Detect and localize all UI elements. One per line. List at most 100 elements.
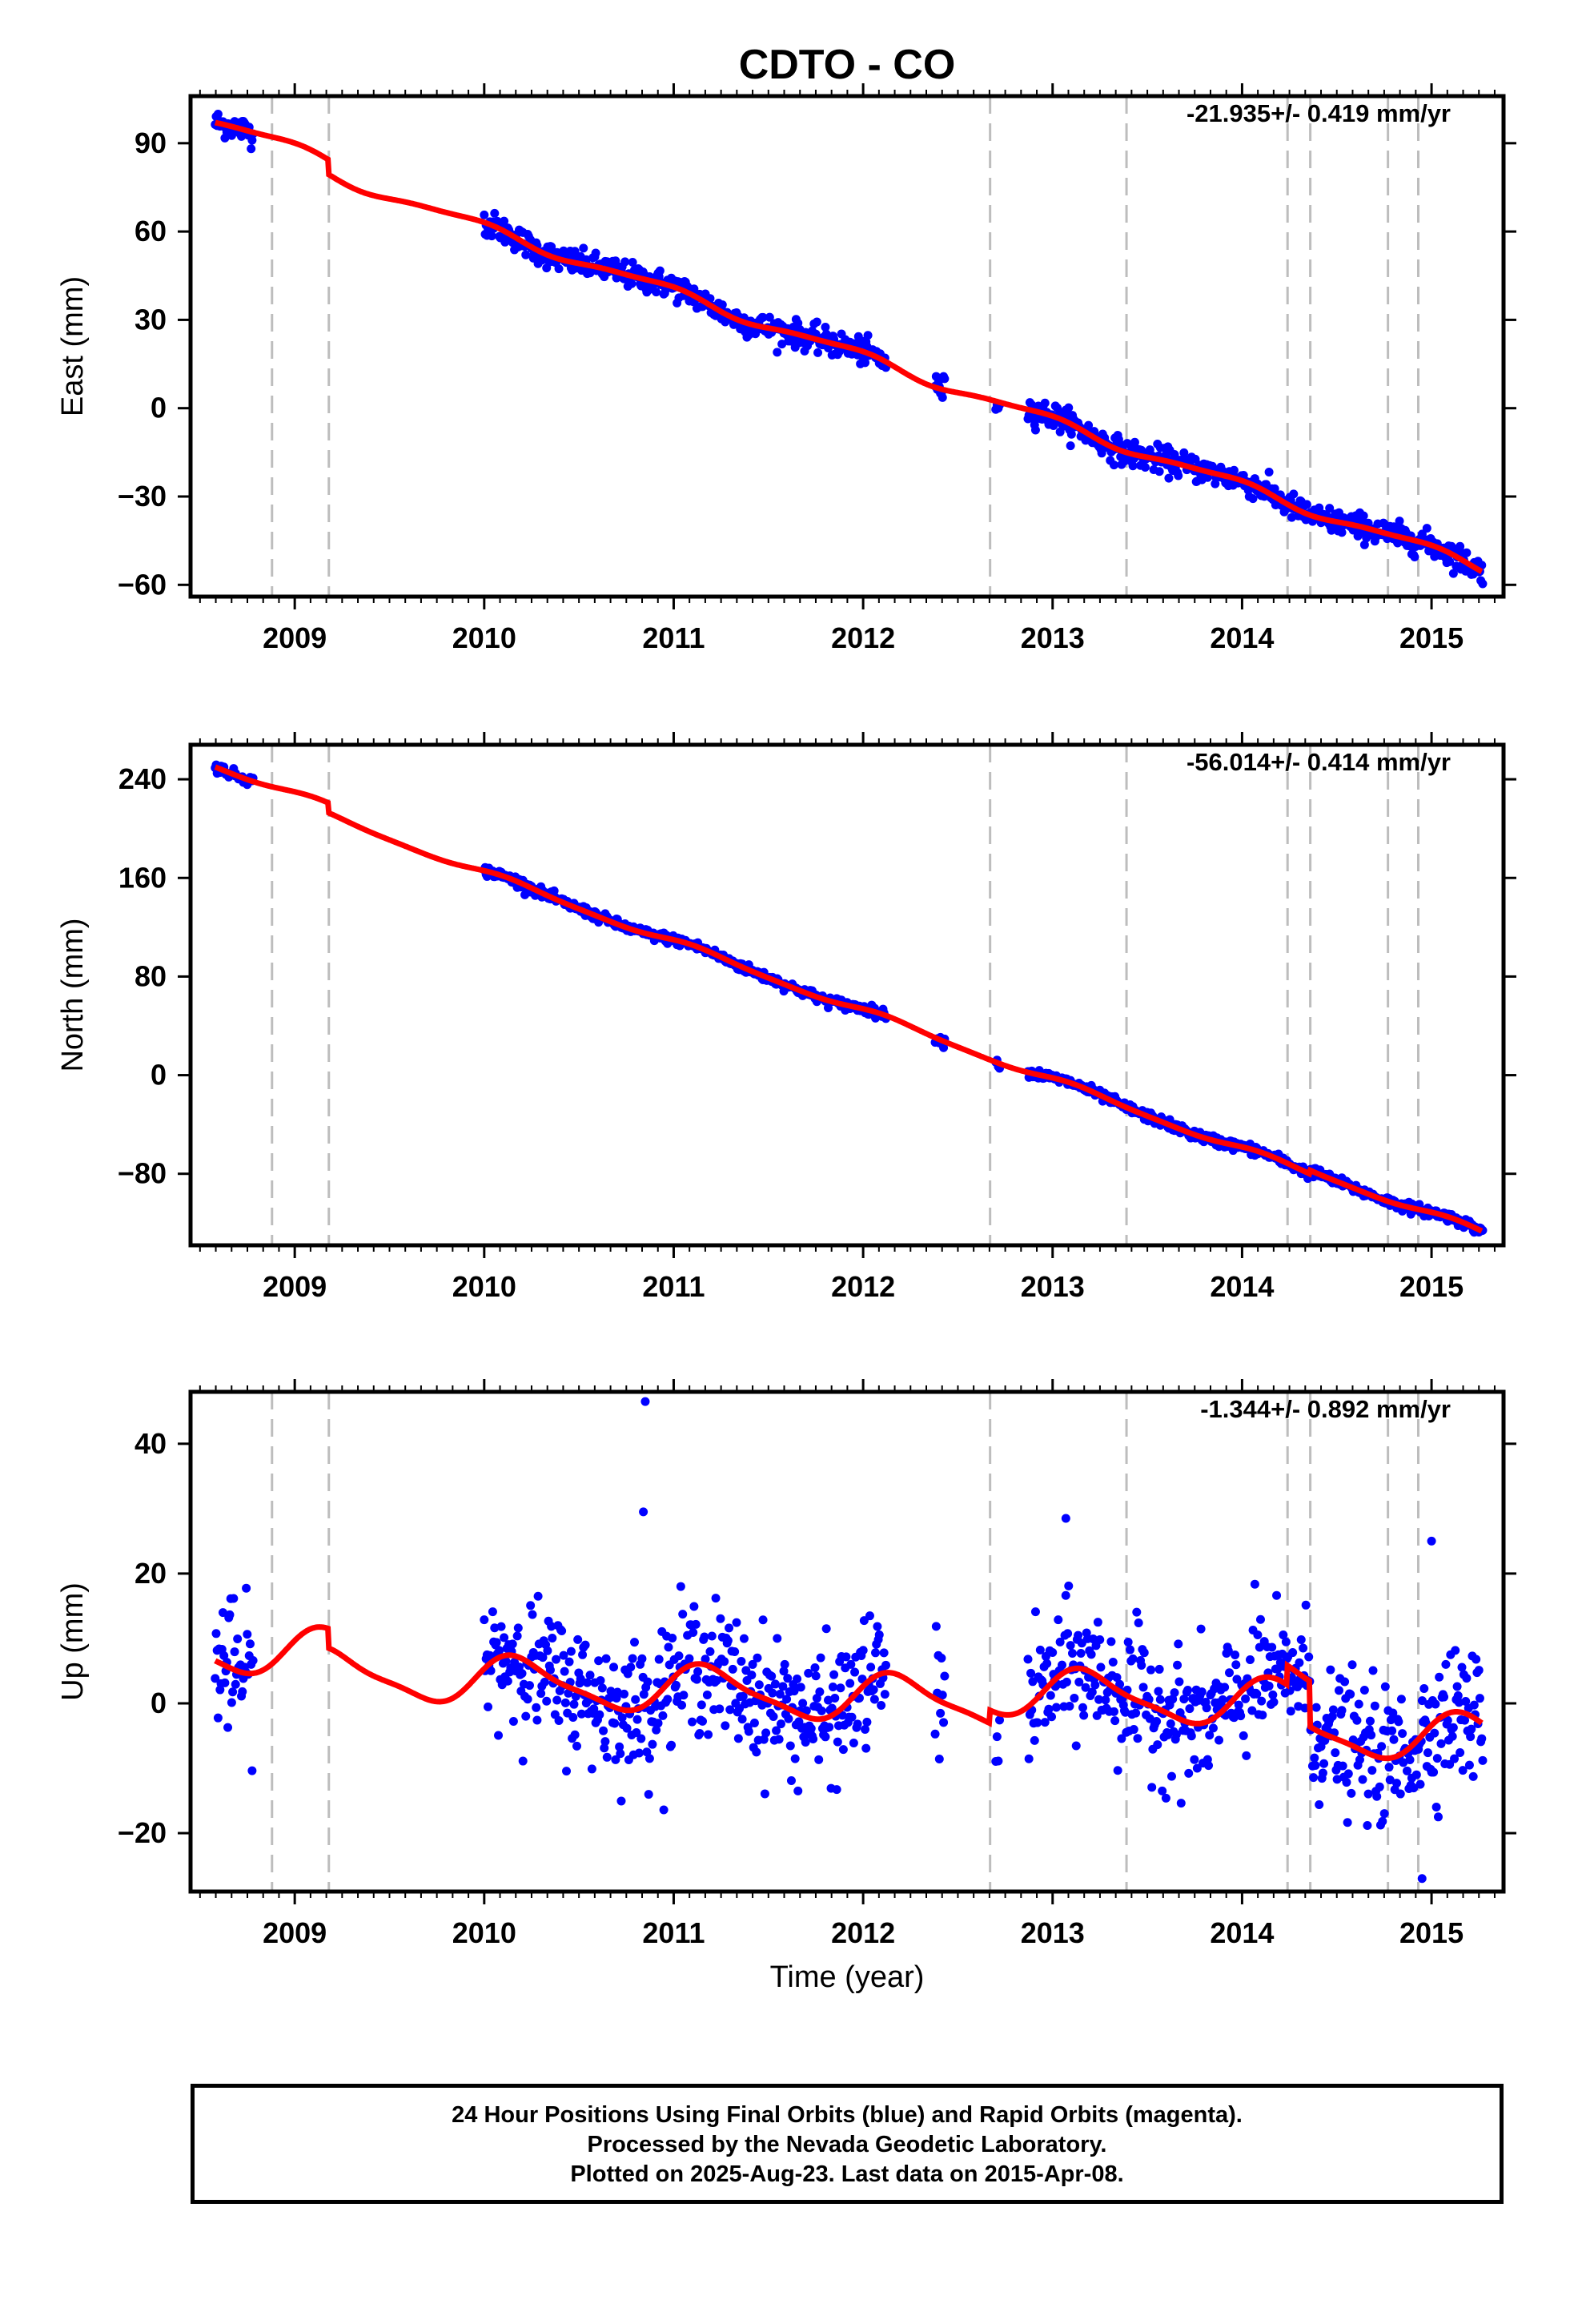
up-data-point (218, 1608, 227, 1618)
up-data-point (1147, 1783, 1157, 1792)
up-data-point (1311, 1761, 1320, 1771)
up-data-point (664, 1642, 673, 1652)
east-data-point (627, 279, 636, 288)
up-data-point (490, 1623, 500, 1633)
up-data-point (1474, 1666, 1484, 1675)
east-data-point (487, 231, 496, 241)
up-data-point (1115, 1679, 1125, 1689)
up-data-point (1380, 1682, 1390, 1691)
up-data-point (1347, 1788, 1356, 1798)
up-data-point (1090, 1680, 1100, 1690)
up-data-point (934, 1755, 944, 1764)
east-data-point (821, 322, 830, 332)
up-data-point (1299, 1643, 1308, 1653)
up-data-point (880, 1690, 889, 1699)
up-data-point (758, 1615, 768, 1625)
up-data-point (1392, 1779, 1402, 1788)
up-data-point (829, 1670, 839, 1679)
up-outlier-point (1061, 1514, 1070, 1523)
up-data-point (632, 1715, 642, 1724)
up-data-point (644, 1790, 653, 1799)
east-data-point (1337, 528, 1347, 537)
up-data-point (231, 1679, 240, 1689)
up-data-point (768, 1688, 777, 1698)
up-data-point (705, 1647, 715, 1656)
east-data-point (1287, 513, 1296, 522)
x-tick-label: 2010 (452, 1916, 516, 1949)
up-data-point (1294, 1702, 1303, 1711)
up-data-point (739, 1634, 749, 1643)
up-data-point (1352, 1715, 1362, 1725)
up-data-point (617, 1713, 627, 1723)
east-data-point (813, 348, 823, 357)
up-model-line (214, 1624, 1484, 1762)
up-data-point (1310, 1753, 1319, 1763)
up-data-point (1255, 1642, 1264, 1652)
up-data-point (1389, 1735, 1399, 1744)
up-data-point (1363, 1820, 1372, 1830)
up-data-point (711, 1594, 721, 1603)
east-data-point (861, 358, 870, 368)
up-data-point (869, 1685, 878, 1695)
up-data-point (1123, 1638, 1133, 1647)
up-data-point (1378, 1816, 1387, 1826)
up-data-point (782, 1695, 792, 1704)
up-data-point (1347, 1660, 1357, 1670)
up-data-point (667, 1740, 677, 1750)
up-data-point (1071, 1741, 1081, 1751)
east-data-point (1448, 569, 1458, 578)
up-data-point (543, 1646, 552, 1655)
up-data-point (737, 1715, 747, 1724)
up-data-point (220, 1678, 230, 1687)
up-data-point (1326, 1665, 1335, 1675)
up-data-point (1272, 1590, 1282, 1600)
east-data-point (628, 257, 637, 267)
up-data-point (1126, 1645, 1135, 1655)
up-data-point (728, 1664, 737, 1674)
caption-line-2: Processed by the Nevada Geodetic Laborat… (587, 2132, 1107, 2157)
up-data-point (1223, 1646, 1233, 1655)
up-data-point (715, 1704, 725, 1714)
east-data-point (1264, 468, 1274, 477)
up-data-point (1074, 1630, 1083, 1640)
east-data-point (1359, 511, 1368, 521)
up-data-point (1186, 1731, 1196, 1741)
up-data-point (1343, 1769, 1353, 1779)
up-data-point (825, 1723, 834, 1732)
up-data-point (1475, 1694, 1484, 1703)
up-data-point (1460, 1715, 1470, 1725)
up-data-point (790, 1754, 800, 1763)
up-data-point (1134, 1618, 1143, 1628)
up-data-point (1096, 1663, 1106, 1672)
up-data-point (806, 1723, 816, 1733)
up-data-point (1202, 1703, 1211, 1713)
up-data-point (1247, 1706, 1257, 1715)
up-data-point (1478, 1755, 1488, 1765)
x-axis-label: Time (year) (770, 1960, 925, 1994)
east-data-point (1302, 500, 1311, 509)
up-data-point (1454, 1698, 1464, 1707)
up-data-point (540, 1677, 549, 1687)
up-data-point (1184, 1768, 1194, 1778)
y-tick-label: 80 (135, 959, 167, 992)
up-data-point (1288, 1648, 1298, 1658)
up-data-point (1132, 1607, 1142, 1617)
up-data-point (716, 1614, 725, 1623)
y-tick-label: −80 (118, 1157, 167, 1190)
up-data-point (1030, 1607, 1040, 1617)
east-data-point (570, 247, 580, 256)
up-data-point (794, 1717, 804, 1727)
up-data-point (747, 1671, 757, 1680)
up-data-point (242, 1583, 251, 1593)
up-data-point (1220, 1683, 1230, 1692)
up-data-point (865, 1611, 874, 1621)
up-data-point (1129, 1725, 1138, 1735)
up-data-point (1121, 1707, 1130, 1717)
up-data-point (1024, 1754, 1034, 1763)
up-data-point (1117, 1734, 1126, 1743)
up-data-point (243, 1630, 252, 1639)
up-data-point (1236, 1711, 1246, 1721)
up-data-point (1133, 1734, 1142, 1743)
up-data-point (484, 1702, 493, 1711)
up-data-point (1448, 1723, 1458, 1732)
